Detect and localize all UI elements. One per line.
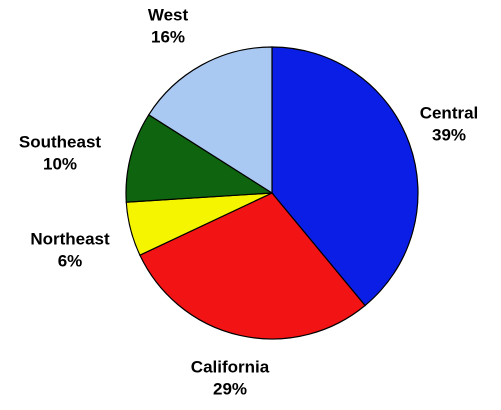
slice-label-california: California bbox=[191, 357, 270, 376]
slice-label-southeast: Southeast bbox=[19, 132, 102, 151]
slice-label-west: West bbox=[148, 5, 189, 24]
pie-slice-west bbox=[147, 46, 273, 195]
slices-layer bbox=[125, 46, 419, 340]
pie-slice-california bbox=[139, 192, 366, 340]
slice-percent-west: 16% bbox=[151, 27, 185, 46]
slice-percent-northeast: 6% bbox=[58, 251, 83, 270]
slice-label-central: Central bbox=[420, 103, 479, 122]
pie-slice-central bbox=[271, 46, 419, 307]
slice-label-northeast: Northeast bbox=[30, 229, 110, 248]
slice-percent-southeast: 10% bbox=[43, 154, 77, 173]
slice-percent-california: 29% bbox=[213, 379, 247, 398]
pie-slice-southeast bbox=[125, 113, 274, 203]
slice-percent-central: 39% bbox=[432, 125, 466, 144]
labels-layer: Central 39% California 29% Northeast 6% Southe… bbox=[19, 5, 478, 398]
